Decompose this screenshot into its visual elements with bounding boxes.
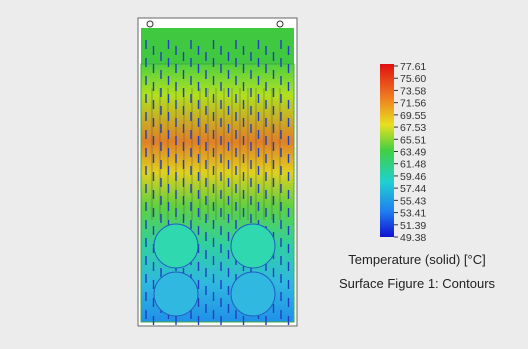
caption: Surface Figure 1: Contours (339, 276, 496, 291)
top-block (141, 28, 294, 64)
tick-label: 73.58 (400, 85, 426, 97)
tick-label: 77.61 (400, 61, 426, 73)
tick-label: 69.55 (400, 110, 426, 122)
tick-label: 65.51 (400, 134, 426, 146)
tick-label: 51.39 (400, 220, 426, 232)
colorbar (380, 64, 394, 237)
colorbar-ticks: 77.6175.6073.5871.5669.5567.5365.5163.49… (394, 61, 426, 244)
hole (276, 20, 284, 28)
pipe (153, 223, 199, 269)
pipe (153, 271, 199, 317)
tick-label: 55.43 (400, 195, 426, 207)
tick-label: 75.60 (400, 73, 426, 85)
legend-title: Temperature (solid) [°C] (348, 252, 485, 267)
hole (146, 20, 154, 28)
tick-label: 61.48 (400, 159, 426, 171)
tick-label: 71.56 (400, 98, 426, 110)
pipe (230, 223, 276, 269)
tick-label: 49.38 (400, 232, 426, 244)
tick-label: 67.53 (400, 122, 426, 134)
tick-label: 59.46 (400, 171, 426, 183)
tick-label: 63.49 (400, 147, 426, 159)
pipe (230, 271, 276, 317)
tick-label: 53.41 (400, 208, 426, 220)
tick-label: 57.44 (400, 183, 426, 195)
simulation-image (137, 17, 298, 327)
